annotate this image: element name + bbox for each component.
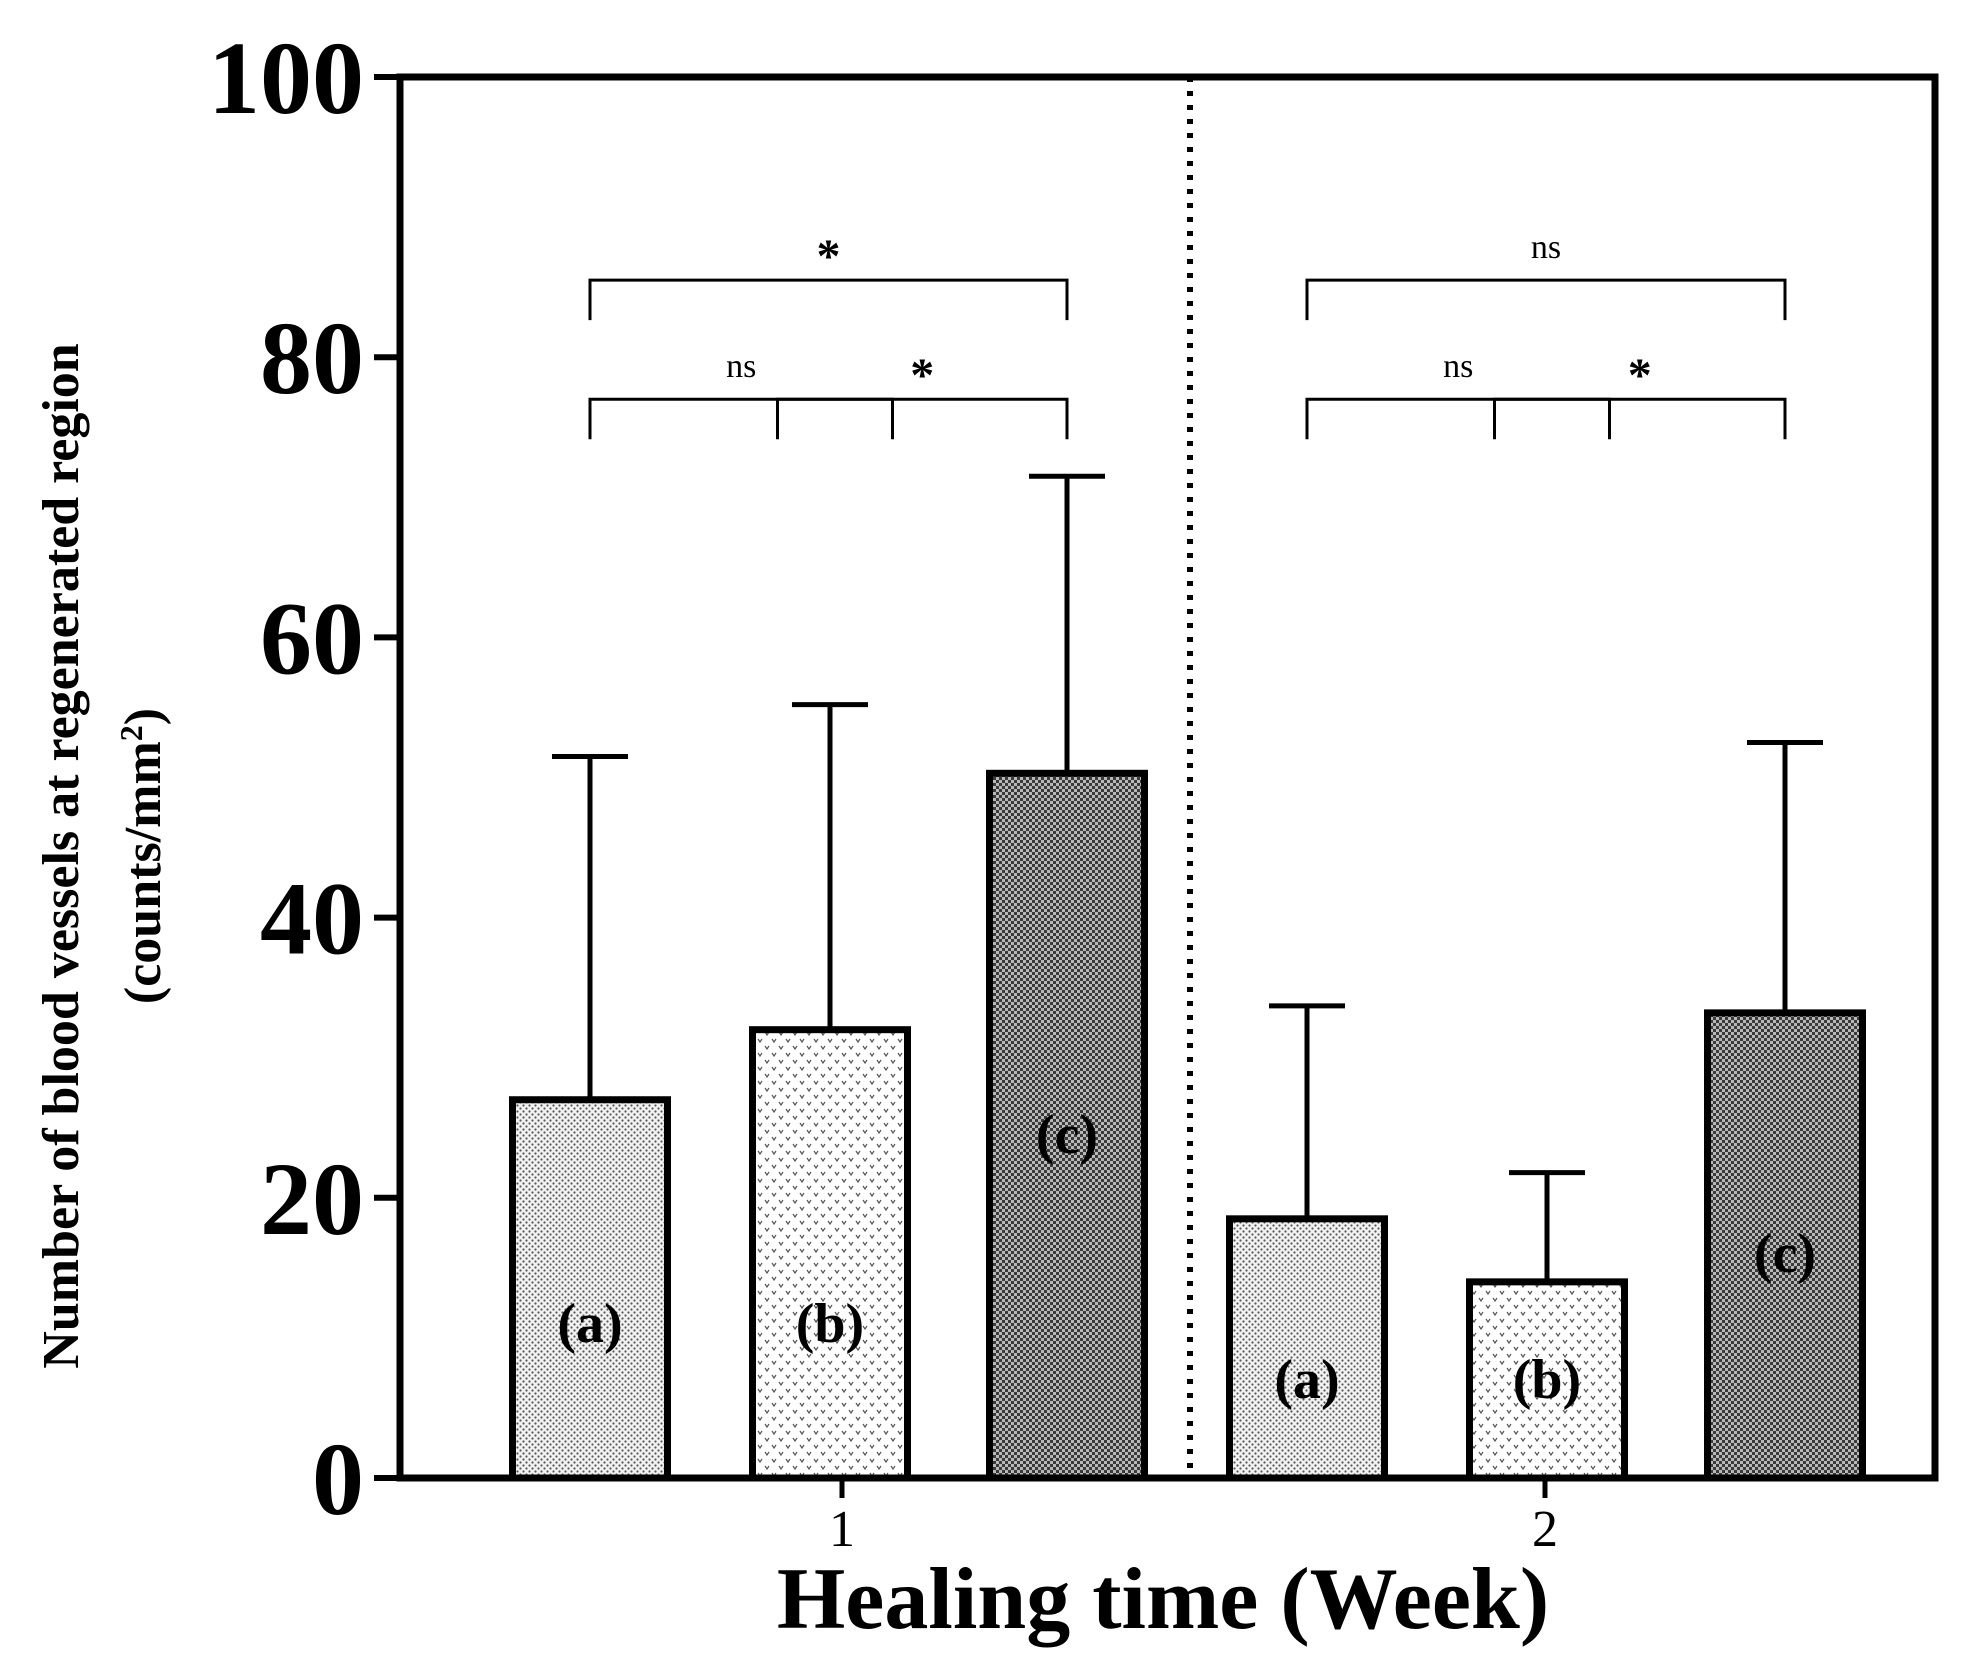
bar [749,1026,911,1482]
significance-label: * [910,349,934,402]
significance-label: ns [726,348,756,385]
plot-area [396,73,1939,1482]
bar [986,769,1148,1482]
bar-label: (a) [557,1293,622,1355]
significance-bracket [776,397,1069,440]
bars: (a) (b) (c) (a) (b) (c) [509,473,1866,1482]
x-axis-label: Healing time (Week) [777,1551,1549,1648]
bar-label: (b) [1513,1349,1581,1411]
y-tick-label: 40 [260,862,364,977]
y-tick-label: 60 [260,581,364,696]
bar [1704,1009,1866,1482]
bar-label: (c) [1754,1223,1816,1285]
significance-label: ns [1531,229,1561,266]
x-tick-label: 2 [1532,1501,1558,1558]
significance-label: * [817,230,841,283]
significance-label: * [1628,349,1652,402]
significance-bracket [588,397,894,440]
bar-label: (a) [1274,1349,1339,1411]
plot-frame [396,73,1939,1482]
y-axis-label-line1: Number of blood vessels at regenerated r… [33,343,90,1369]
y-axis: 0 20 40 60 80 100 [208,21,400,1537]
y-tick-label: 100 [208,21,364,136]
significance-bracket [1493,397,1787,440]
significance-bracket [1305,278,1787,321]
bar-label: (c) [1036,1104,1098,1166]
significance-label: ns [1443,348,1473,385]
significance-bracket [588,278,1069,321]
bar [1226,1215,1388,1482]
y-tick-label: 20 [260,1142,364,1257]
significance-brackets: * ns * ns ns * [588,229,1787,440]
bar [509,1096,671,1482]
y-tick-label: 0 [312,1422,364,1537]
bar [1466,1278,1628,1482]
bar-label: (b) [796,1293,864,1355]
x-tick-label: 1 [829,1501,855,1558]
y-axis-label-line2: (counts/mm2) [113,708,172,1004]
significance-bracket [1305,397,1611,440]
y-tick-label: 80 [260,301,364,416]
